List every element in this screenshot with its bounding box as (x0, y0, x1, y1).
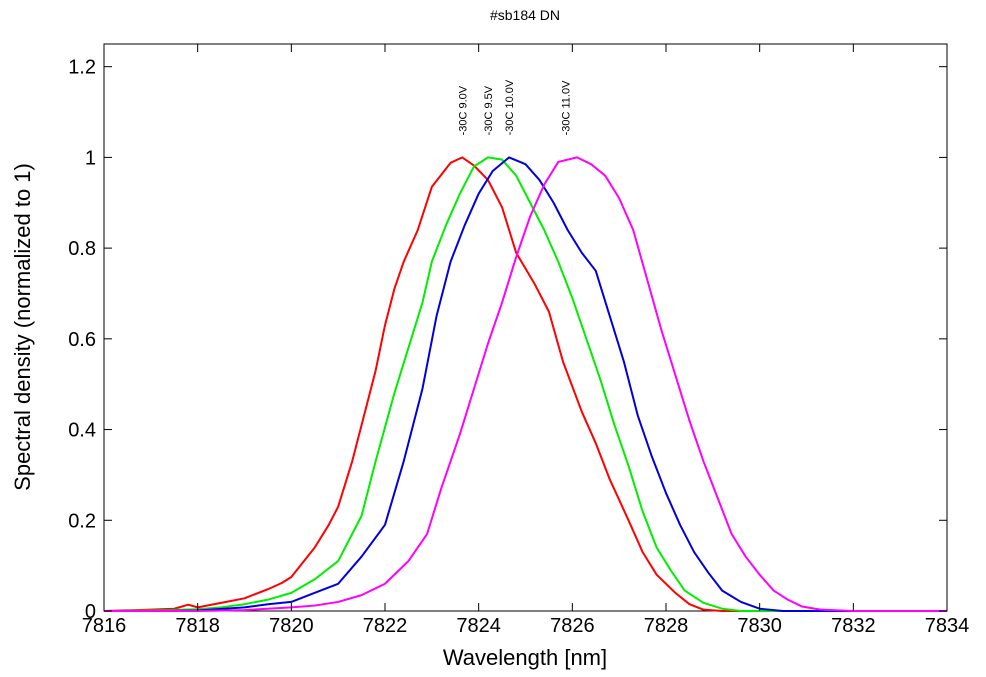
x-tick-label: 7830 (737, 615, 782, 637)
x-tick-label: 7822 (363, 615, 408, 637)
x-tick-label: 7818 (175, 615, 220, 637)
y-tick-label: 0.8 (68, 238, 96, 260)
x-tick-label: 7816 (82, 615, 127, 637)
x-axis-label: Wavelength [nm] (443, 645, 607, 670)
curve-annotation: -30C 9.0V (457, 85, 469, 135)
series-line-1 (103, 156, 947, 612)
x-tick-label: 7832 (831, 615, 876, 637)
x-tick-label: 7828 (644, 615, 689, 637)
chart-title: #sb184 DN (490, 7, 560, 23)
curve-annotation: -30C 10.0V (504, 79, 516, 135)
series-line-2 (103, 156, 947, 612)
y-tick-label: 0 (85, 601, 96, 623)
curve-annotation: -30C 9.5V (483, 85, 495, 135)
series-line-4 (104, 156, 947, 612)
y-tick-label: 1 (85, 147, 96, 169)
x-tick-label: 7820 (269, 615, 314, 637)
x-tick-label: 7834 (925, 615, 970, 637)
y-axis-label: Spectral density (normalized to 1) (10, 163, 35, 491)
y-tick-label: 0.6 (68, 329, 96, 351)
series-line-3 (104, 156, 947, 612)
y-tick-label: 0.2 (68, 510, 96, 532)
series-layer (103, 156, 947, 612)
y-tick-label: 1.2 (68, 57, 96, 79)
tick-layer: 7816 7818 7820 7822 7824 7826 7828 7830 7832 7834… (68, 44, 969, 637)
plot-frame (103, 43, 948, 612)
y-tick-label: 0.4 (68, 420, 96, 442)
annotation-layer: -30C 9.0V -30C 9.5V -30C 10.0V -30C 11.0V (457, 79, 572, 135)
curve-annotation: -30C 11.0V (560, 80, 572, 135)
x-tick-label: 7826 (550, 615, 595, 637)
x-tick-label: 7824 (456, 615, 501, 637)
